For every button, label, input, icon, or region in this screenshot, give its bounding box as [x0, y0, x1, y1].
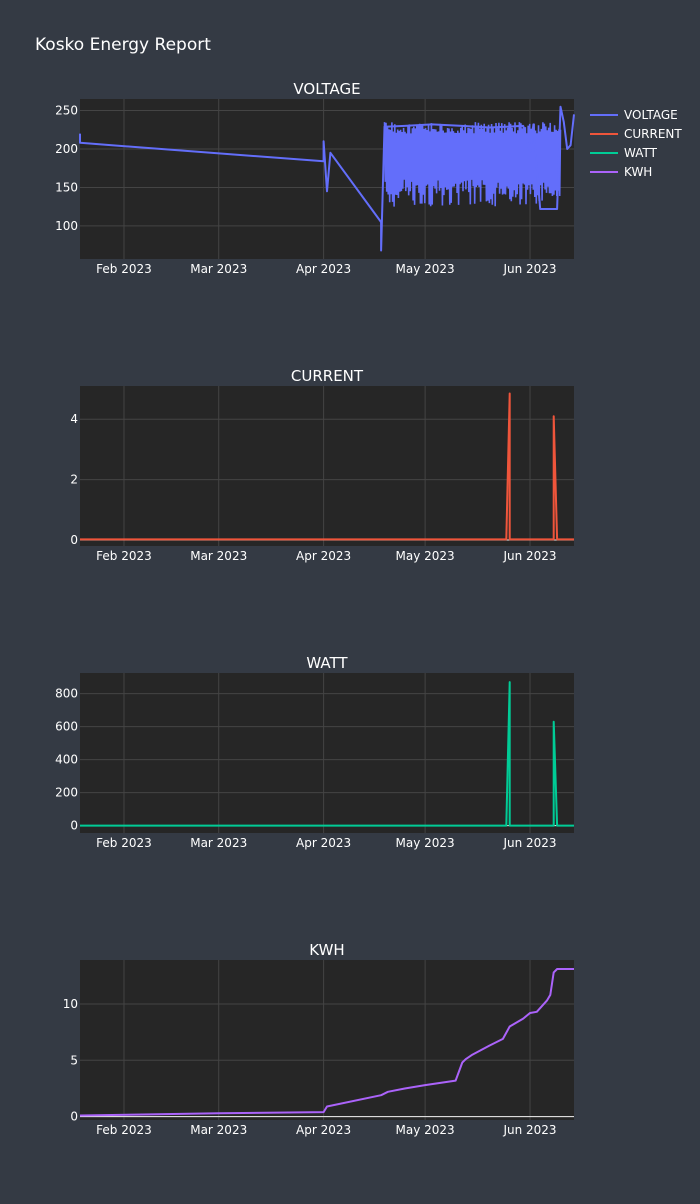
subplot-current: CURRENT Feb 2023 Mar 2023 Apr 2023 May 2023 J… [70, 367, 574, 563]
x-tick-label: Apr 2023 [296, 836, 351, 850]
subplot-watt: WATT Feb 2023 Mar 2023 Apr 2023 May 2023 Jun … [55, 654, 574, 850]
x-tick-label: Jun 2023 [502, 262, 556, 276]
x-tick-label: Jun 2023 [502, 549, 556, 563]
subplot-panels: VOLTAGE Feb 2023 Mar 2023 Apr 2023 May 2023 J… [55, 80, 575, 1137]
legend-item-watt[interactable]: WATT [590, 146, 658, 160]
x-tick-label: Jun 2023 [502, 1123, 556, 1137]
plot-area [80, 960, 574, 1120]
x-tick-label: Mar 2023 [190, 549, 247, 563]
y-tick-label: 250 [55, 104, 78, 118]
subplot-kwh: KWH Feb 2023 Mar 2023 Apr 2023 May 2023 Jun 2… [63, 941, 574, 1137]
x-tick-label: Mar 2023 [190, 836, 247, 850]
x-tick-label: May 2023 [396, 836, 455, 850]
subplot-title: CURRENT [291, 367, 364, 385]
x-tick-label: Feb 2023 [96, 836, 152, 850]
y-tick-label: 2 [70, 473, 78, 487]
y-tick-label: 400 [55, 753, 78, 767]
x-tick-label: Mar 2023 [190, 262, 247, 276]
plot-area [80, 386, 574, 546]
series-line-current [80, 392, 574, 541]
series-line-kwh [79, 968, 574, 1117]
y-tick-label: 0 [70, 1110, 78, 1124]
x-tick-label: Jun 2023 [502, 836, 556, 850]
legend-label: KWH [624, 165, 652, 179]
y-tick-label: 0 [70, 819, 78, 833]
subplot-title: WATT [306, 654, 348, 672]
x-tick-label: May 2023 [396, 262, 455, 276]
x-tick-label: Feb 2023 [96, 1123, 152, 1137]
y-tick-label: 5 [70, 1053, 78, 1067]
plot-area [80, 673, 574, 833]
y-tick-label: 800 [55, 687, 78, 701]
report-title: Kosko Energy Report [35, 35, 211, 55]
x-tick-label: Apr 2023 [296, 262, 351, 276]
x-tick-label: Feb 2023 [96, 549, 152, 563]
y-tick-label: 200 [55, 786, 78, 800]
y-tick-label: 4 [70, 412, 78, 426]
y-tick-label: 10 [63, 997, 78, 1011]
y-tick-label: 600 [55, 720, 78, 734]
legend-item-kwh[interactable]: KWH [590, 165, 652, 179]
x-tick-label: May 2023 [396, 549, 455, 563]
x-tick-label: May 2023 [396, 1123, 455, 1137]
x-tick-label: Apr 2023 [296, 1123, 351, 1137]
series-line-voltage [79, 105, 575, 252]
series-line-watt [80, 681, 574, 827]
voltage-dense-band [383, 122, 562, 207]
x-tick-label: Feb 2023 [96, 262, 152, 276]
legend-label: WATT [624, 146, 658, 160]
legend[interactable]: VOLTAGE CURRENT WATT KWH [590, 108, 682, 179]
x-tick-label: Apr 2023 [296, 549, 351, 563]
legend-item-voltage[interactable]: VOLTAGE [590, 108, 678, 122]
subplot-title: KWH [309, 941, 344, 959]
x-tick-label: Mar 2023 [190, 1123, 247, 1137]
legend-item-current[interactable]: CURRENT [590, 127, 682, 141]
subplot-voltage: VOLTAGE Feb 2023 Mar 2023 Apr 2023 May 2023 J… [55, 80, 575, 276]
y-tick-label: 200 [55, 142, 78, 156]
legend-label: VOLTAGE [624, 108, 678, 122]
y-tick-label: 100 [55, 219, 78, 233]
y-tick-label: 0 [70, 533, 78, 547]
subplot-title: VOLTAGE [293, 80, 360, 98]
legend-label: CURRENT [624, 127, 682, 141]
y-tick-label: 150 [55, 180, 78, 194]
